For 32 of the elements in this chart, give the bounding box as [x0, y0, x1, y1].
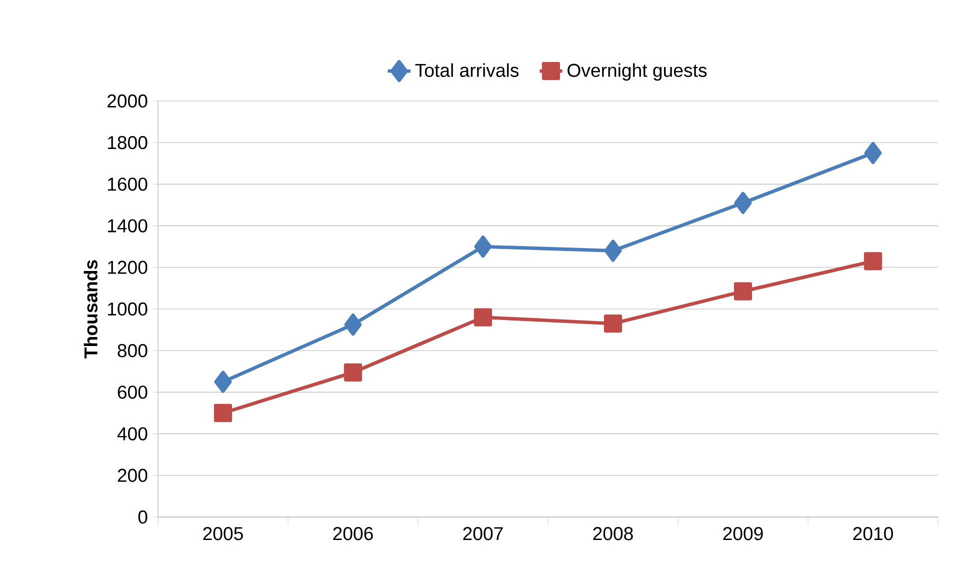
y-tick-label: 0 — [138, 510, 148, 524]
point — [214, 404, 232, 422]
x-tick-label: 2005 — [203, 527, 243, 540]
y-tick-label: 1400 — [108, 219, 148, 232]
y-tick-label: 600 — [118, 386, 148, 399]
x-tick-label: 2010 — [853, 527, 893, 540]
point — [344, 363, 362, 382]
point — [604, 314, 622, 333]
x-tick-label: 2006 — [333, 527, 373, 540]
point — [344, 314, 362, 336]
point — [474, 236, 492, 258]
point — [864, 142, 882, 164]
y-tick-label: 1600 — [108, 178, 148, 191]
y-tick-label: 400 — [117, 427, 148, 440]
point — [734, 192, 752, 214]
legend-label: Total arrivals — [415, 63, 519, 77]
y-tick-label: 1000 — [108, 302, 148, 316]
y-tick-label: 1200 — [108, 260, 148, 274]
x-tick-label: 2008 — [593, 527, 633, 540]
y-tick-label: 200 — [118, 468, 148, 482]
y-tick-label: 1800 — [108, 136, 148, 150]
y-axis-title: Thousands — [84, 260, 98, 358]
point — [864, 252, 882, 270]
legend-label: Overnight guests — [568, 63, 707, 81]
point — [734, 282, 752, 300]
x-tick-label: 2009 — [723, 527, 763, 540]
point — [214, 370, 232, 393]
y-tick-label: 2000 — [108, 94, 148, 108]
y-tick-label: 800 — [118, 344, 148, 358]
x-tick-label: 2007 — [463, 527, 503, 540]
point — [604, 240, 622, 262]
point — [474, 308, 492, 326]
